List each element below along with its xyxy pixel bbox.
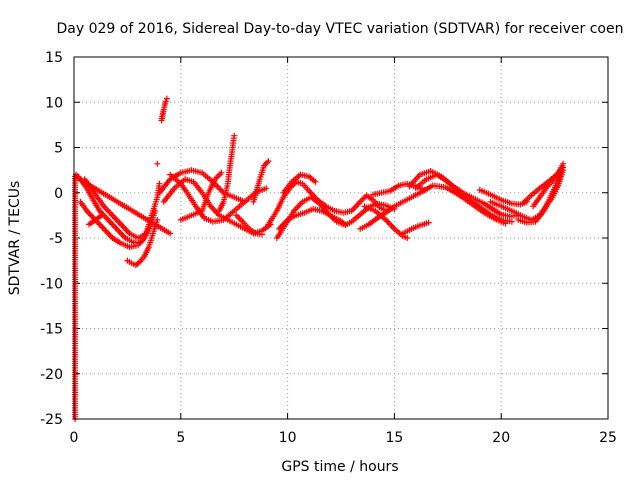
y-tick-label: -5 [49,231,63,247]
x-tick-label: 15 [385,430,403,446]
y-tick-label: -20 [40,367,63,383]
data-point [425,219,432,226]
data-point [404,235,411,241]
data-point [154,216,161,223]
x-tick-label: 0 [70,430,79,446]
x-tick-labels: 0 5 10 15 20 25 [70,430,617,446]
y-tick-label: 10 [45,95,63,111]
data-point [502,220,509,227]
y-axis-title: SDTVAR / TECUs [7,181,23,296]
data-point [265,158,272,165]
data-point [167,230,174,237]
y-tick-label: -15 [40,322,63,338]
data-point [154,160,161,167]
data-point [231,132,238,139]
data-point [218,169,225,176]
data-point [560,164,567,171]
data-point [312,178,319,185]
data-point [342,221,349,228]
data-point [263,185,270,192]
chart-title: Day 029 of 2016, Sidereal Day-to-day VTE… [57,21,624,37]
x-axis-title: GPS time / hours [281,459,398,475]
data-point [162,98,169,105]
data-point [508,218,515,225]
data-point [152,207,159,214]
y-tick-label: -10 [40,276,63,292]
plot-frame [73,56,609,420]
x-tick-label: 10 [279,430,297,446]
data-point [259,231,265,238]
data-point [163,95,170,102]
x-tick-label: 5 [176,430,185,446]
data-point [143,230,150,237]
y-tick-label: 15 [45,50,63,66]
data-point [156,180,163,187]
x-tick-label: 25 [599,430,617,446]
data-point [98,212,105,219]
x-tick-label: 20 [492,430,510,446]
y-tick-labels: -25 -20 -15 -10 -5 0 5 10 15 [40,50,63,428]
grid [74,57,608,419]
y-tick-label: 0 [54,186,63,202]
y-tick-label: -25 [40,412,63,428]
y-tick-label: 5 [54,141,63,157]
data-points [72,95,567,422]
